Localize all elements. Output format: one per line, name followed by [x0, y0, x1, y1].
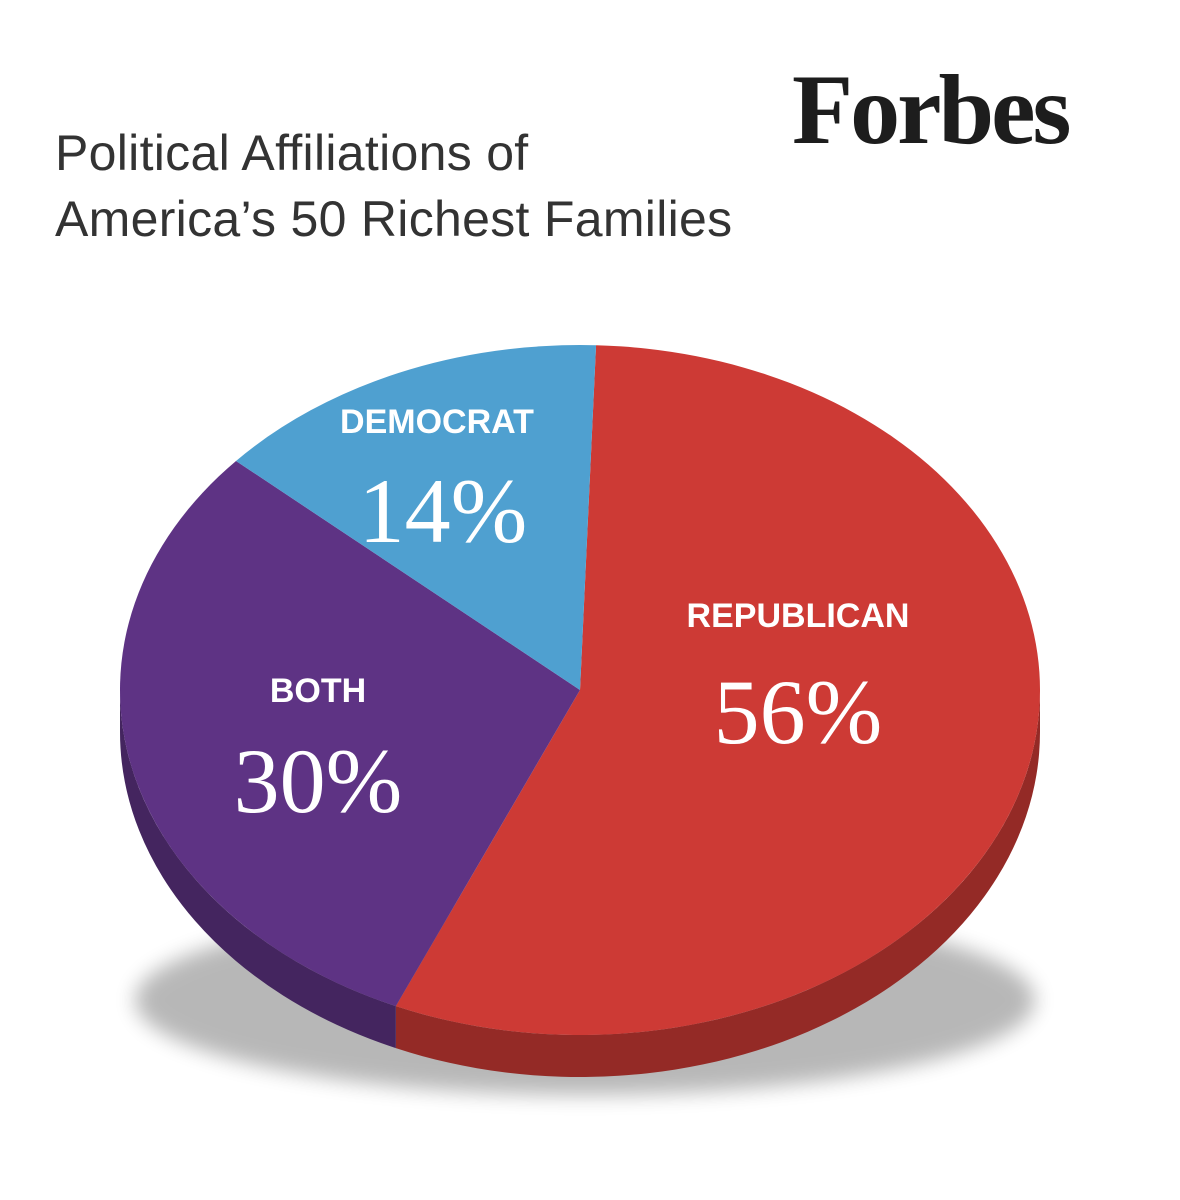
- value-label-democrat: 14%: [359, 460, 528, 562]
- label-both: BOTH: [270, 672, 366, 710]
- pie-slice-republican: [395, 345, 1041, 1035]
- pie-slice-both: [119, 460, 580, 1007]
- title-line-2: America’s 50 Richest Families: [55, 191, 733, 247]
- title-line-1: Political Affiliations of: [55, 125, 529, 181]
- pie-slice-democrat: [236, 345, 597, 690]
- value-label-republican: 56%: [714, 661, 883, 763]
- label-democrat: DEMOCRAT: [340, 403, 534, 441]
- pie-side-republican: [395, 690, 1040, 1077]
- value-label-both: 30%: [234, 730, 403, 832]
- forbes-logo: Forbes: [792, 54, 1071, 165]
- pie-side-walls: [120, 690, 1040, 1077]
- pie-slices: [119, 345, 1041, 1035]
- chart-title: Political Affiliations of America’s 50 R…: [55, 120, 955, 252]
- pie-side-both: [120, 690, 396, 1049]
- label-republican: REPUBLICAN: [687, 597, 910, 635]
